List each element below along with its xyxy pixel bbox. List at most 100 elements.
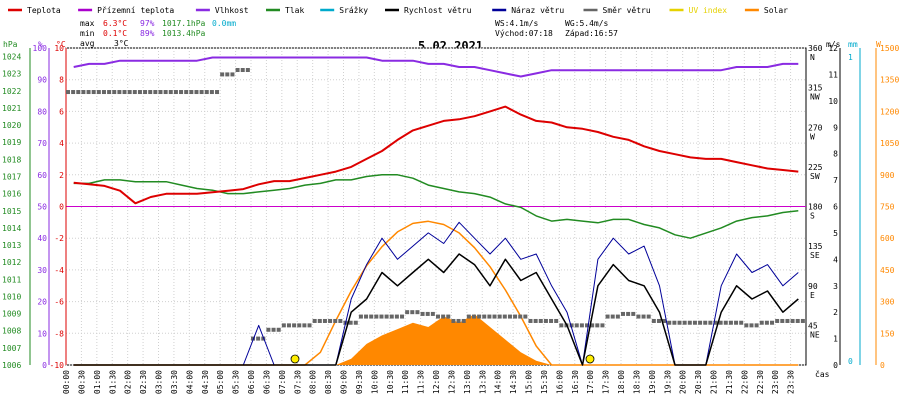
wind-direction-point (209, 90, 214, 95)
wind-direction-point (456, 318, 461, 323)
x-tick-label: 02:30 (139, 370, 148, 394)
wind-direction-point (286, 323, 291, 328)
direction-tick-deg: 135 (808, 242, 823, 251)
wind-direction-point (148, 90, 153, 95)
temp-tick: -10 (50, 361, 65, 370)
wind-direction-point (179, 90, 184, 95)
pressure-tick: 1010 (2, 292, 21, 301)
x-tick-label: 06:30 (262, 370, 271, 394)
direction-tick-name: SW (810, 172, 820, 181)
x-tick-label: 14:30 (509, 370, 518, 394)
wind-direction-point (441, 314, 446, 319)
x-tick-label: 16:00 (555, 370, 564, 394)
humidity-tick: 30 (37, 266, 47, 275)
wind-direction-point (543, 318, 548, 323)
stat-max-hum: 97% (140, 19, 155, 28)
solar-tick: 900 (880, 171, 895, 180)
wind-direction-point (595, 323, 600, 328)
pressure-tick: 1007 (2, 344, 21, 353)
x-tick-label: 18:30 (632, 370, 641, 394)
direction-tick-name: SE (810, 251, 820, 260)
x-tick-label: 01:00 (93, 370, 102, 394)
x-tick-label: 04:00 (185, 370, 194, 394)
wind-direction-point (302, 323, 307, 328)
wind-direction-point (225, 72, 230, 77)
wind-direction-point (117, 90, 122, 95)
wind-direction-point (374, 314, 379, 319)
wind-tick: 9 (833, 123, 838, 132)
wind-direction-point (312, 318, 317, 323)
wind-direction-point (420, 311, 425, 316)
wind-direction-point (641, 314, 646, 319)
legend-label-4: Tlak (285, 6, 304, 15)
x-axis: 00:00 00:30 01:00 01:30 02:00 02:30 03:00 03:30… (62, 369, 830, 394)
x-tick-label: 10:00 (370, 370, 379, 394)
x-tick-label: 00:30 (77, 370, 86, 394)
direction-tick-name: E (810, 291, 815, 300)
wind-direction-point (656, 318, 661, 323)
sunrise-marker (290, 354, 300, 364)
wind-direction-point (132, 90, 137, 95)
solar-tick: 450 (880, 266, 895, 275)
wind-direction-point (466, 314, 471, 319)
direction-tick-name: W (810, 132, 815, 141)
wind-direction-point (554, 318, 559, 323)
temp-tick: -2 (54, 234, 64, 243)
pressure-tick: 1024 (2, 53, 21, 62)
solar-tick: 300 (880, 298, 895, 307)
x-tick-label: 14:00 (494, 370, 503, 394)
wind-direction-point (256, 336, 261, 341)
wind-direction-point (215, 90, 220, 95)
x-tick-label: 20:00 (679, 370, 688, 394)
x-tick-label: 11:00 (401, 370, 410, 394)
wind-direction-point (348, 320, 353, 325)
stat-avg-label: avg (80, 39, 95, 48)
wind-direction-point (513, 314, 518, 319)
wind-direction-point (651, 318, 656, 323)
wind-direction-point (703, 320, 708, 325)
wind-direction-point (615, 314, 620, 319)
pressure-tick: 1015 (2, 207, 21, 216)
x-tick-label: 11:30 (417, 370, 426, 394)
solar-tick: 1200 (880, 107, 899, 116)
humidity-unit: % (38, 40, 43, 49)
legend-label-5: Srážky (339, 6, 368, 15)
humidity-tick: 100 (33, 44, 48, 53)
wind-direction-point (153, 90, 158, 95)
wind-direction-point (86, 90, 91, 95)
wind-direction-point (405, 310, 410, 315)
wind-tick: 11 (828, 70, 838, 79)
x-tick-label: 20:30 (694, 370, 703, 394)
pressure-tick: 1022 (2, 87, 21, 96)
wind-direction-point (436, 314, 440, 319)
wind-direction-points (66, 68, 805, 341)
wind-tick: 8 (833, 150, 838, 159)
wind-direction-point (415, 310, 420, 315)
x-tick-label: 04:30 (201, 370, 210, 394)
wind-tick: 1 (833, 335, 838, 344)
legend-label-2: Přízemní teplota (97, 6, 174, 15)
sunset-info: Západ:16:57 (565, 29, 618, 38)
x-tick-label: 00:00 (62, 370, 71, 394)
x-tick-label: 09:30 (355, 370, 364, 394)
wind-direction-point (482, 314, 487, 319)
x-tick-label: 08:00 (309, 370, 318, 394)
x-tick-label: 15:30 (540, 370, 549, 394)
humidity-tick: 90 (37, 76, 47, 85)
wind-direction-point (297, 323, 302, 328)
wind-direction-point (292, 323, 297, 328)
wind-direction-point (662, 318, 667, 323)
wind-direction-point (384, 314, 389, 319)
wind-direction-point (184, 90, 189, 95)
x-tick-label: 05:00 (216, 370, 225, 394)
sunrise-info: Východ:07:18 (495, 29, 553, 38)
stat-min-hum: 89% (140, 29, 155, 38)
humidity-line (73, 56, 799, 78)
sunset-marker (585, 354, 595, 364)
x-tick-label: 01:30 (108, 370, 117, 394)
x-tick-label: 03:30 (170, 370, 179, 394)
pressure-tick: 1013 (2, 241, 21, 250)
temp-tick: -4 (54, 266, 64, 275)
wind-direction-point (71, 90, 76, 95)
wind-direction-point (281, 323, 286, 328)
